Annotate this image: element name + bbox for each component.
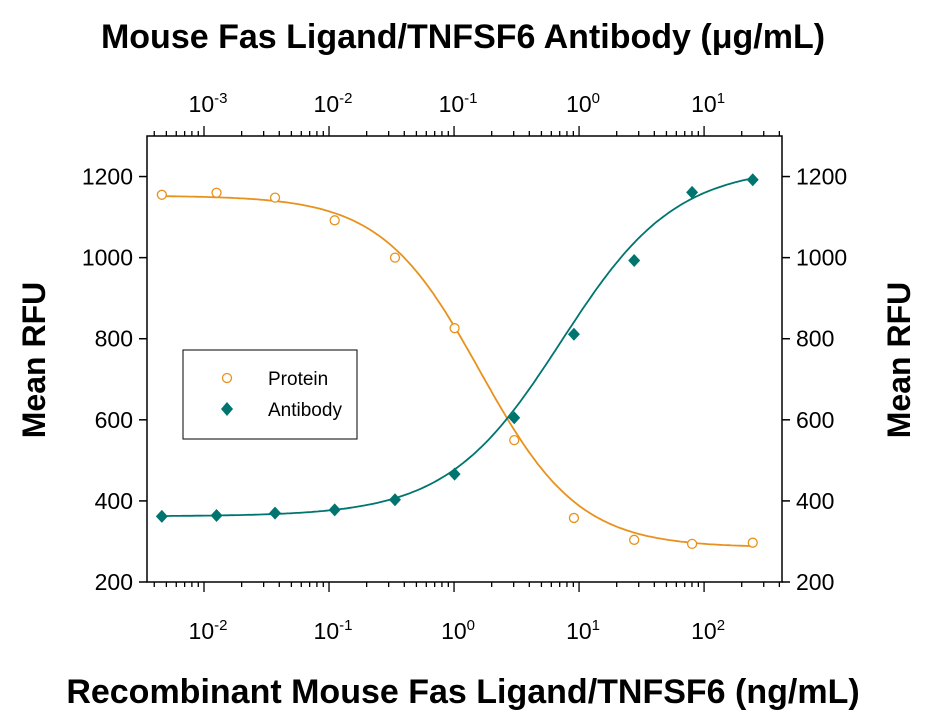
data-point-antibody	[746, 173, 759, 187]
data-points	[155, 173, 759, 550]
data-point-protein	[509, 434, 520, 446]
data-point-protein	[156, 189, 167, 200]
x-tick-label-top: 10-2	[314, 90, 353, 117]
x-tick-label-top: 101	[691, 90, 725, 117]
legend-box	[182, 349, 358, 440]
y-tick-label-left: 200	[95, 569, 133, 595]
y-tick-label-right: 200	[796, 569, 834, 595]
data-point-antibody	[448, 467, 461, 481]
data-point-antibody	[508, 411, 521, 425]
bottom-axis-title: Recombinant Mouse Fas Ligand/TNFSF6 (ng/…	[66, 673, 859, 711]
y-tick-label-right: 1000	[796, 245, 847, 271]
data-point-protein	[686, 538, 698, 550]
data-point-antibody	[686, 185, 699, 199]
x-tick-label-bottom: 10-2	[189, 617, 228, 644]
right-axis-title: Mean RFU	[881, 282, 917, 438]
y-tick-label-left: 1200	[82, 164, 133, 190]
legend-marker-antibody	[221, 402, 233, 416]
y-tick-label-left: 800	[95, 326, 133, 352]
y-tick-label-left: 400	[95, 488, 133, 514]
data-point-protein	[269, 192, 281, 203]
x-tick-label-bottom: 10-1	[314, 617, 353, 644]
x-tick-label-bottom: 100	[441, 617, 475, 644]
data-point-protein	[568, 512, 580, 524]
axis-ticks: 200 200 400 400 600 600 800 800 1000 1000 1200 1200…	[82, 90, 847, 644]
left-axis-title: Mean RFU	[16, 282, 52, 438]
plot-frame	[146, 135, 783, 583]
legend-label-antibody: Antibody	[268, 400, 342, 421]
y-tick-label-right: 600	[796, 407, 834, 433]
legend: Protein Antibody	[182, 349, 358, 440]
data-point-protein	[329, 215, 340, 226]
legend-marker-protein	[221, 372, 233, 384]
x-tick-label-top: 100	[566, 90, 600, 117]
data-point-antibody	[567, 327, 580, 341]
y-tick-label-left: 600	[95, 407, 133, 433]
y-tick-label-right: 800	[796, 326, 834, 352]
data-point-antibody	[628, 253, 641, 267]
data-point-protein	[211, 187, 222, 198]
data-point-antibody	[210, 509, 223, 523]
top-axis-title: Mouse Fas Ligand/TNFSF6 Antibody (μg/mL)	[101, 18, 825, 56]
data-point-protein	[389, 252, 401, 263]
data-point-antibody	[328, 503, 341, 517]
y-tick-label-right: 1200	[796, 164, 847, 190]
x-tick-label-bottom: 101	[566, 617, 600, 644]
fit-curve-antibody	[159, 176, 756, 517]
x-tick-label-top: 10-1	[439, 90, 478, 117]
x-tick-label-top: 10-3	[189, 90, 228, 117]
data-point-antibody	[155, 509, 168, 523]
x-tick-label-bottom: 102	[691, 617, 725, 644]
y-tick-label-left: 1000	[82, 245, 133, 271]
y-tick-label-right: 400	[796, 488, 834, 514]
data-point-protein	[747, 537, 758, 548]
data-point-protein	[629, 534, 640, 545]
legend-label-protein: Protein	[268, 369, 328, 390]
data-point-protein	[449, 323, 460, 334]
data-point-antibody	[388, 493, 401, 507]
data-point-antibody	[269, 506, 282, 520]
